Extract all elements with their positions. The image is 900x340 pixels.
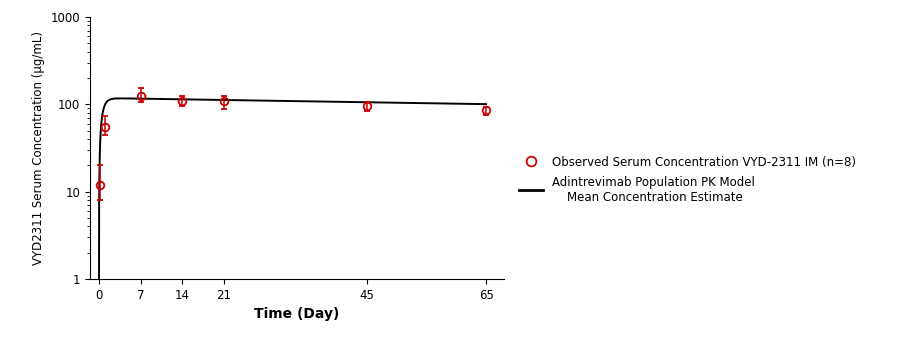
Legend: Observed Serum Concentration VYD-2311 IM (n=8), Adintrevimab Population PK Model: Observed Serum Concentration VYD-2311 IM… [519, 156, 856, 204]
X-axis label: Time (Day): Time (Day) [255, 307, 339, 321]
Y-axis label: VYD2311 Serum Concentration (μg/mL): VYD2311 Serum Concentration (μg/mL) [32, 31, 45, 265]
